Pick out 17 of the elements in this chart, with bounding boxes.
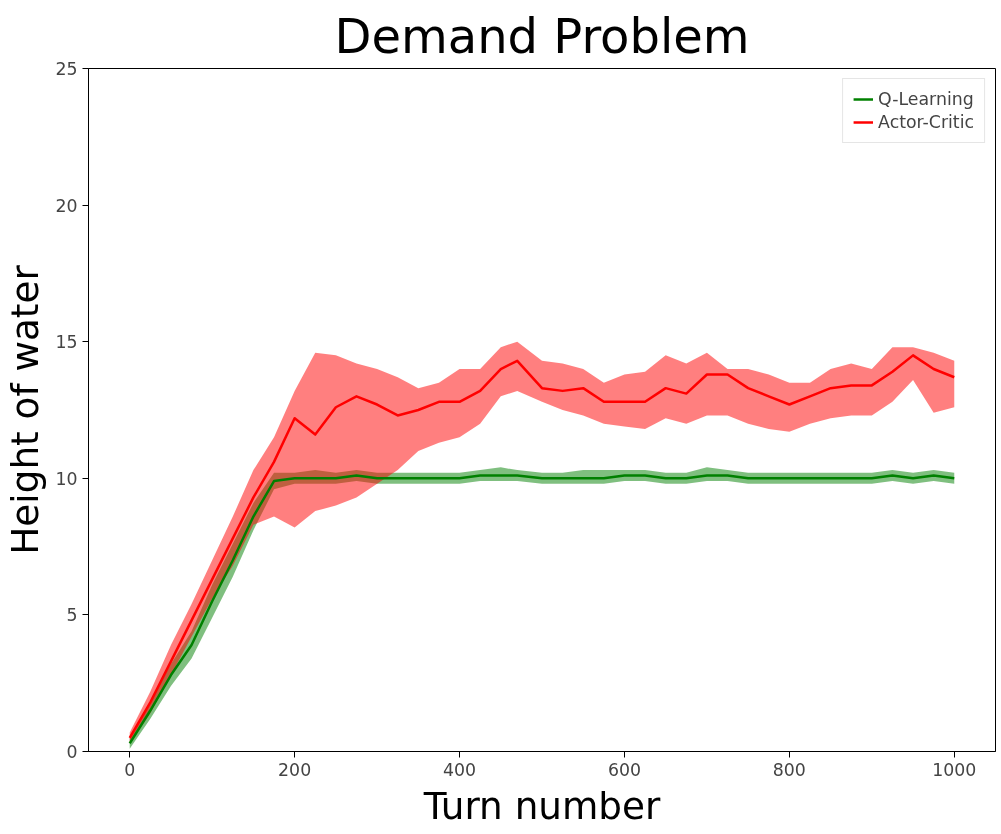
x-axis-title: Turn number: [422, 783, 661, 828]
x-tick-label: 1000: [932, 759, 977, 780]
x-tick-label: 0: [124, 759, 136, 780]
x-tick-label: 200: [278, 759, 312, 780]
legend-label: Q-Learning: [878, 89, 974, 109]
y-tick-label: 10: [55, 468, 78, 489]
x-tick-label: 400: [443, 759, 477, 780]
x-tick-label: 800: [772, 759, 806, 780]
legend-label: Actor-Critic: [878, 112, 974, 132]
y-tick-label: 0: [66, 742, 78, 762]
chart-title: Demand Problem: [334, 7, 750, 64]
y-axis-title: Height of water: [3, 264, 48, 555]
y-tick-label: 20: [55, 195, 78, 216]
x-tick-label: 600: [607, 759, 641, 780]
y-tick-label: 15: [55, 332, 78, 353]
y-tick-label: 25: [55, 59, 78, 79]
y-tick-label: 5: [66, 605, 78, 626]
